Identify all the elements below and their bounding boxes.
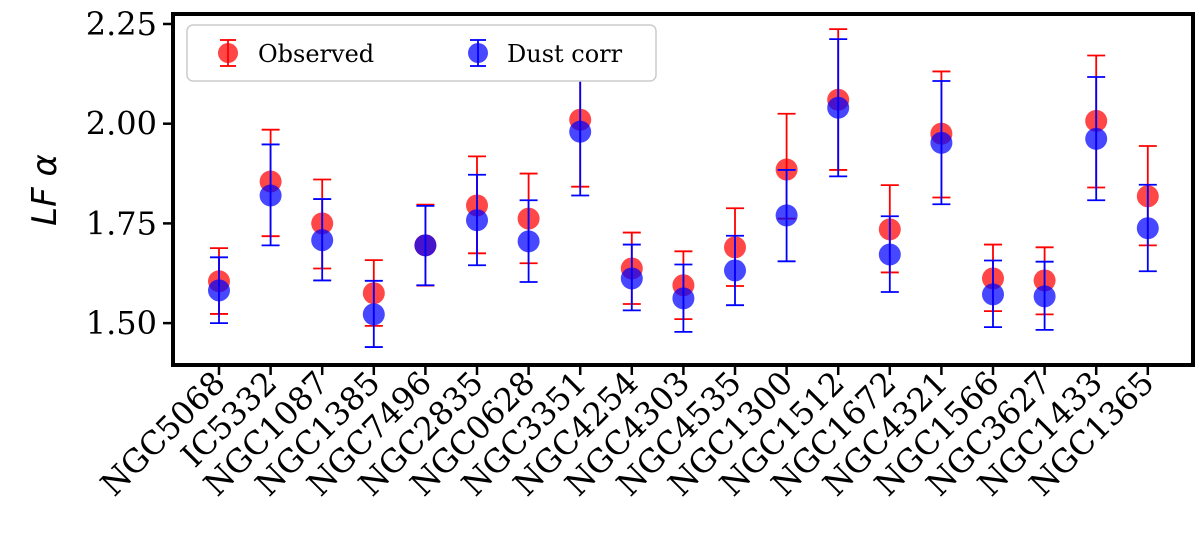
data-point [1033,285,1056,308]
data-point [672,287,695,310]
y-axis-title: LF α [25,154,65,226]
data-point [569,120,592,143]
data-point [362,303,385,326]
x-axis: NGC5068IC5332NGC1087NGC1385NGC7496NGC283… [93,364,1161,504]
data-point [827,96,850,119]
legend-marker [218,43,238,63]
data-point [1136,217,1159,240]
data-point [466,209,488,232]
data-point [208,279,230,302]
legend-label-dust-corr: Dust corr [507,40,623,68]
data-point [414,234,437,257]
series-layer [208,28,1159,348]
data-point [724,259,746,282]
data-point [982,283,1004,306]
data-point [878,243,901,266]
legend-marker [468,43,488,63]
data-point [775,204,798,227]
legend: Observed Dust corr [186,24,657,82]
data-point [259,184,282,207]
data-point [930,131,953,154]
data-point [517,230,540,253]
legend-entry-dust-corr [468,39,488,67]
legend-entry-observed [218,39,238,67]
y-tick-label: 2.25 [86,5,157,43]
y-tick-label: 2.00 [86,105,157,143]
data-point [1085,127,1108,150]
data-point [620,267,643,290]
series-dust-corr [208,38,1159,348]
data-point [311,229,334,252]
y-tick-label: 1.50 [86,304,157,342]
legend-label-observed: Observed [258,40,374,68]
legend-box [186,24,657,82]
y-axis: 1.50 1.75 2.00 2.25 [86,5,173,342]
y-tick-label: 1.75 [86,204,157,242]
